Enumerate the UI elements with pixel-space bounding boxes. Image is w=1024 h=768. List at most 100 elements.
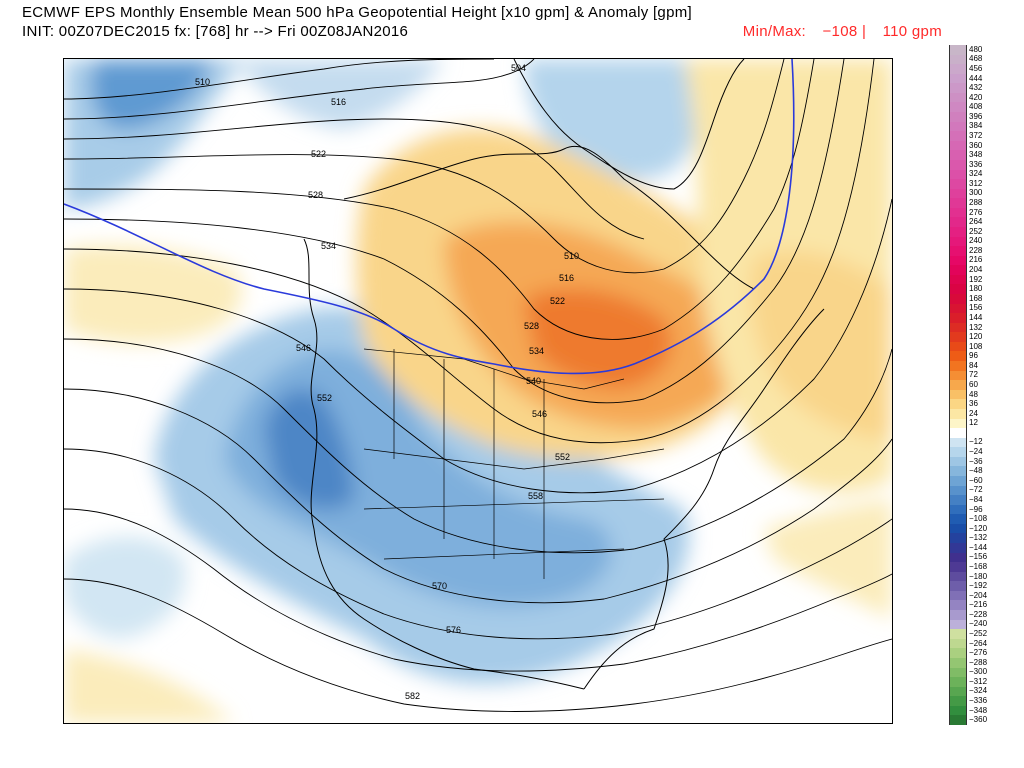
legend-label: 144: [969, 312, 983, 322]
min-max-readout: Min/Max: −108 | 110 gpm: [731, 23, 942, 40]
legend-label: −48: [969, 466, 983, 476]
legend-label: 180: [969, 284, 983, 294]
legend-swatch: [949, 638, 967, 649]
legend-swatch: [949, 140, 967, 151]
max-value: 110 gpm: [882, 23, 942, 40]
legend-label: −288: [969, 657, 988, 667]
legend-swatch: [949, 380, 967, 391]
legend-label: 384: [969, 121, 983, 131]
contour-label: 510: [564, 251, 579, 261]
map-canvas: 510 504 516 522 528 534 546 552 510 516 …: [64, 59, 892, 723]
legend-label: −132: [969, 533, 988, 543]
legend-label: −324: [969, 686, 988, 696]
legend-label: 192: [969, 274, 983, 284]
init-forecast-line: INIT: 00Z07DEC2015 fx: [768] hr --> Fri …: [22, 23, 409, 40]
legend-swatch: [949, 533, 967, 544]
legend-swatch: [949, 428, 967, 439]
legend-swatch: [949, 514, 967, 525]
legend-swatch: [949, 437, 967, 448]
legend-label: 420: [969, 92, 983, 102]
legend-label: 444: [969, 73, 983, 83]
legend-label: 264: [969, 217, 983, 227]
contour-label: 522: [311, 149, 326, 159]
legend-swatch: [949, 121, 967, 132]
contour-label: 528: [524, 321, 539, 331]
legend-label: 216: [969, 255, 983, 265]
reference-540-contour: [64, 59, 795, 375]
map-header: ECMWF EPS Monthly Ensemble Mean 500 hPa …: [22, 4, 1002, 44]
legend-label: 288: [969, 198, 983, 208]
legend-swatch: [949, 686, 967, 697]
legend-label: 408: [969, 102, 983, 112]
legend-swatch: [949, 83, 967, 94]
legend-label: 48: [969, 389, 978, 399]
legend-label: 240: [969, 236, 983, 246]
legend-label: 348: [969, 150, 983, 160]
legend-swatch: [949, 92, 967, 103]
legend-label: −120: [969, 523, 988, 533]
legend-swatch: [949, 629, 967, 640]
legend-swatch: [949, 207, 967, 218]
legend-label: −204: [969, 590, 988, 600]
legend-swatch: [949, 73, 967, 84]
legend-label: −60: [969, 475, 983, 485]
legend-label: 60: [969, 380, 978, 389]
legend-swatch: [949, 485, 967, 496]
legend-label: −144: [969, 542, 988, 552]
legend-swatch: [949, 610, 967, 621]
legend-label: −156: [969, 552, 988, 562]
legend-swatch: [949, 255, 967, 266]
contour-label: 516: [331, 97, 346, 107]
legend-label: 12: [969, 418, 978, 428]
legend-swatch: [949, 361, 967, 372]
legend-swatch: [949, 370, 967, 381]
anomaly-color-legend: 480 468 456 444 432 420 408 396 384 372 360 348 336 3…: [949, 44, 1009, 726]
legend-swatch: [949, 657, 967, 669]
legend-swatch: [949, 112, 967, 123]
legend-swatch: [949, 179, 967, 190]
legend-swatch: [949, 571, 967, 582]
legend-label: −240: [969, 619, 988, 629]
legend-swatch: [949, 389, 967, 400]
contour-label: 504: [511, 63, 526, 73]
contour-labels: 510 504 516 522 528 534 546 552 510 516 …: [195, 63, 579, 701]
legend-swatch: [949, 332, 967, 343]
legend-label: 24: [969, 408, 978, 418]
legend-label: 228: [969, 245, 983, 255]
contour-label: 582: [405, 691, 420, 701]
map-panel: 510 504 516 522 528 534 546 552 510 516 …: [63, 58, 893, 724]
contour-label: 528: [308, 190, 323, 200]
legend-swatch: [949, 284, 967, 295]
legend-label: −36: [969, 456, 983, 466]
legend-swatch: [949, 236, 967, 247]
contour-label: 558: [528, 491, 543, 501]
legend-swatch: [949, 64, 967, 75]
legend-label: −96: [969, 504, 983, 514]
legend-label: 168: [969, 293, 983, 303]
legend-label: 468: [969, 54, 983, 64]
legend-label: 480: [969, 44, 983, 54]
legend-swatch: [949, 408, 967, 419]
legend-label: −228: [969, 609, 988, 619]
legend-swatch: [949, 313, 967, 324]
legend-label: 396: [969, 111, 983, 121]
legend-swatch: [949, 341, 967, 352]
legend-swatch: [949, 447, 967, 458]
legend-swatch: [949, 274, 967, 285]
legend-label: 132: [969, 322, 983, 332]
legend-swatch: [949, 648, 967, 659]
legend-swatch: [949, 150, 967, 161]
legend-swatch: [949, 131, 967, 142]
legend-swatch: [949, 198, 967, 209]
legend-label: 120: [969, 332, 983, 342]
min-max-label: Min/Max:: [742, 23, 807, 40]
legend-label: −360: [969, 715, 988, 725]
legend-swatch: [949, 217, 967, 228]
legend-label: −192: [969, 581, 988, 591]
legend-label: −276: [969, 648, 988, 658]
legend-swatch: [949, 188, 967, 199]
legend-label: −264: [969, 638, 988, 648]
legend-label: 336: [969, 159, 983, 169]
legend-label: 456: [969, 63, 983, 73]
legend-label: −216: [969, 600, 988, 610]
